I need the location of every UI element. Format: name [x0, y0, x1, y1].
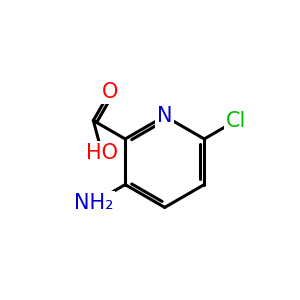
Text: HO: HO: [86, 142, 118, 163]
Text: O: O: [102, 82, 118, 102]
Text: Cl: Cl: [226, 111, 246, 130]
Text: NH₂: NH₂: [74, 193, 113, 213]
Text: N: N: [157, 106, 172, 126]
